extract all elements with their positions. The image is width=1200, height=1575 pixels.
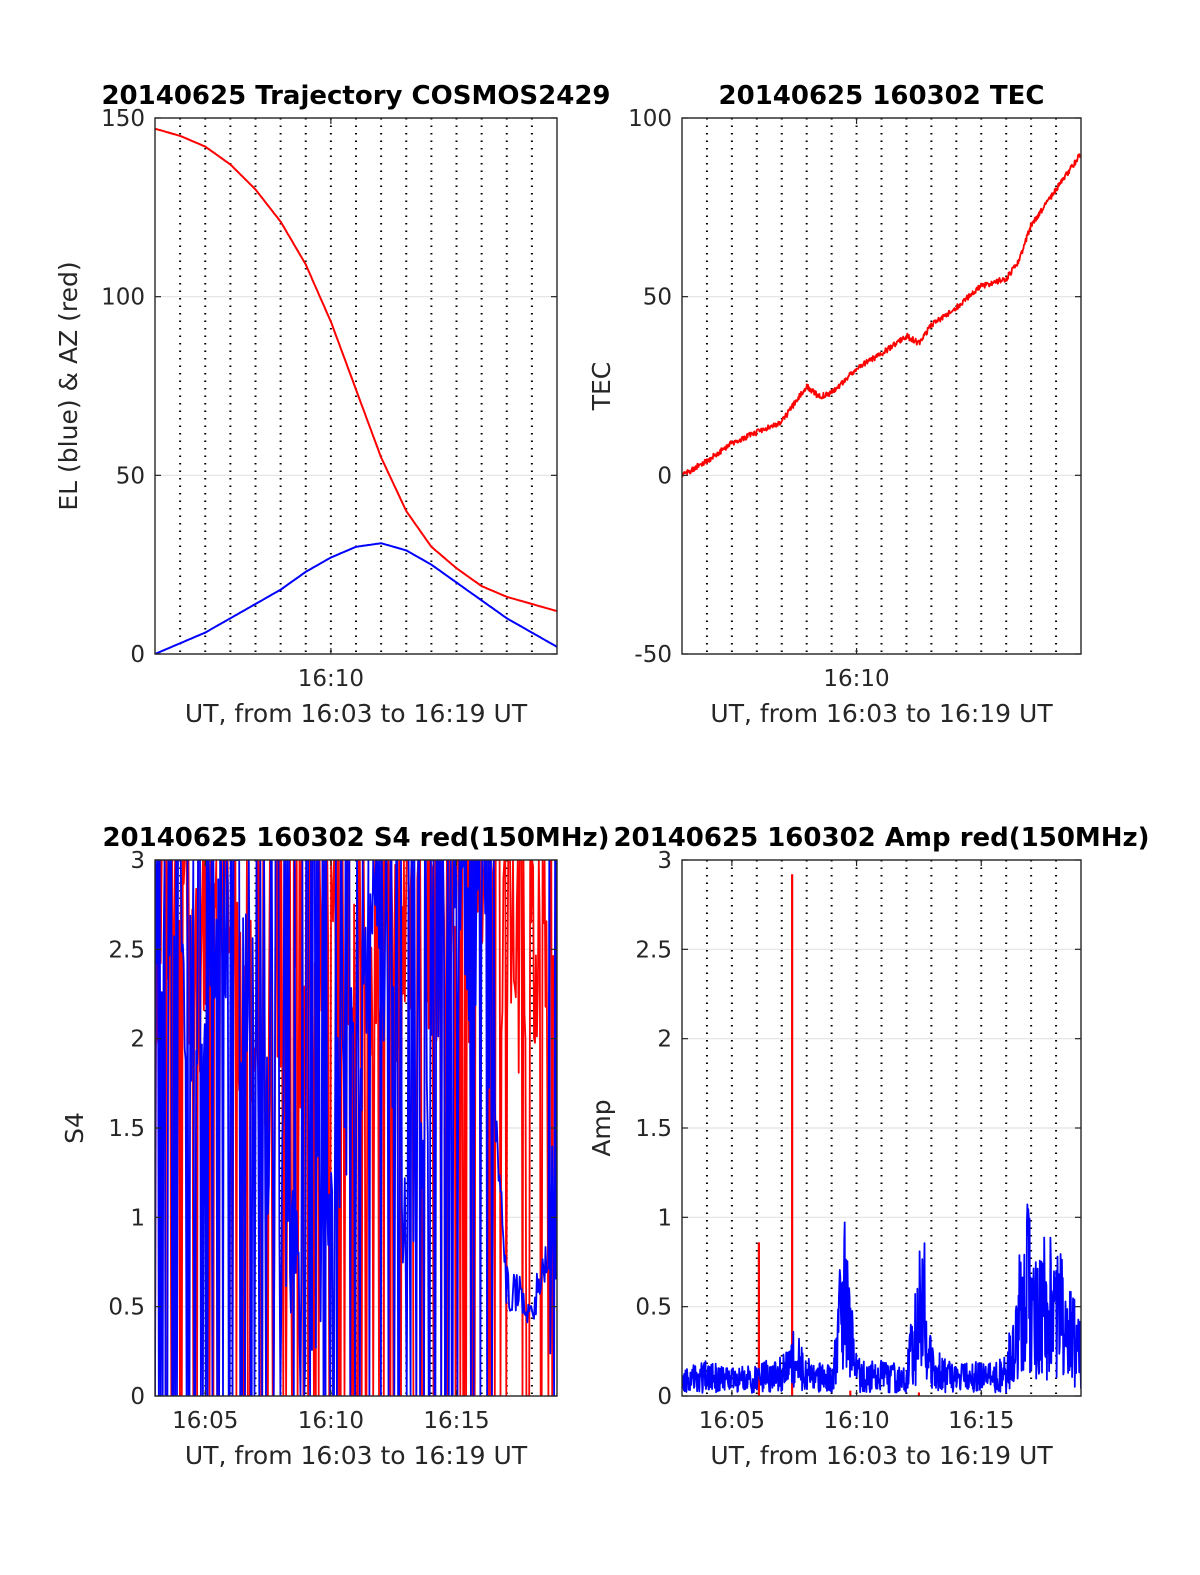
trajectory-series-1	[155, 542, 557, 654]
amp-ylabel: Amp	[587, 1099, 616, 1156]
amp-xlabel: UT, from 16:03 to 16:19 UT	[710, 1441, 1053, 1470]
s4-xlabel: UT, from 16:03 to 16:19 UT	[185, 1441, 528, 1470]
s4-title: 20140625 160302 S4 red(150MHz)	[102, 823, 609, 853]
trajectory-plot-area	[155, 118, 557, 654]
s4-series-group	[155, 860, 557, 1396]
tec-xtick-label: 16:10	[823, 666, 889, 692]
amp-series-1	[682, 1203, 1081, 1394]
s4-xtick-label: 16:10	[298, 1408, 364, 1434]
tec-plot-area	[682, 118, 1081, 654]
amp-ytick-label: 0.5	[635, 1295, 672, 1321]
amp-xtick-label: 16:10	[823, 1408, 889, 1434]
amp-ytick-label: 0	[657, 1384, 672, 1410]
tec-ytick-label: -50	[634, 642, 672, 668]
trajectory-chart: 0 50 100 150 16:10 20140625 Trajectory COSMOS…	[54, 81, 611, 728]
tec-ytick-label: 100	[628, 106, 672, 132]
amp-chart: 0 0.5 1 1.5 2 2.5 3 16:05 16:10 16:15 20140625 160…	[587, 823, 1150, 1470]
amp-ytick-label: 2	[657, 1027, 672, 1053]
amp-ytick-label: 3	[657, 848, 672, 874]
trajectory-series-group	[155, 127, 557, 654]
tec-axes-box	[681, 117, 1082, 655]
s4-ytick-label: 3	[130, 848, 145, 874]
s4-ytick-label: 0.5	[108, 1295, 145, 1321]
s4-ytick-label: 1.5	[108, 1116, 145, 1142]
amp-ytick-label: 1.5	[635, 1116, 672, 1142]
trajectory-title: 20140625 Trajectory COSMOS2429	[101, 81, 610, 111]
amp-ytick-label: 1	[657, 1205, 672, 1231]
s4-ytick-label: 2.5	[108, 937, 145, 963]
s4-series-1	[155, 860, 557, 1396]
tec-series-0	[682, 153, 1081, 478]
trajectory-axes-box	[154, 117, 558, 655]
s4-ytick-label: 1	[130, 1205, 145, 1231]
trajectory-series-0	[155, 127, 557, 613]
amp-ytick-label: 2.5	[635, 937, 672, 963]
tec-chart: -50 0 50 100 16:10 20140625 160302 TEC UT, fro…	[587, 81, 1082, 728]
trajectory-ytick-label: 50	[116, 463, 145, 489]
tec-ytick-label: 0	[657, 463, 672, 489]
s4-xtick-label: 16:15	[423, 1408, 489, 1434]
tec-series-group	[682, 153, 1081, 478]
amp-title: 20140625 160302 Amp red(150MHz)	[613, 823, 1149, 853]
tec-title: 20140625 160302 TEC	[719, 81, 1045, 111]
s4-ytick-label: 2	[130, 1027, 145, 1053]
tec-ytick-label: 50	[643, 285, 672, 311]
trajectory-xtick-label: 16:10	[298, 666, 364, 692]
s4-chart: 0 0.5 1 1.5 2 2.5 3 16:05 16:10 16:15 20140625 160…	[60, 823, 610, 1470]
tec-ylabel: TEC	[587, 362, 616, 412]
trajectory-ylabel: EL (blue) & AZ (red)	[54, 261, 83, 510]
amp-xtick-label: 16:05	[699, 1408, 765, 1434]
trajectory-ytick-label: 0	[130, 642, 145, 668]
trajectory-ytick-label: 150	[101, 106, 145, 132]
trajectory-ytick-label: 100	[101, 285, 145, 311]
tec-xlabel: UT, from 16:03 to 16:19 UT	[710, 699, 1053, 728]
trajectory-xlabel: UT, from 16:03 to 16:19 UT	[185, 699, 528, 728]
s4-ytick-label: 0	[130, 1384, 145, 1410]
amp-xtick-label: 16:15	[948, 1408, 1014, 1434]
s4-ylabel: S4	[60, 1112, 89, 1144]
s4-xtick-label: 16:05	[172, 1408, 238, 1434]
